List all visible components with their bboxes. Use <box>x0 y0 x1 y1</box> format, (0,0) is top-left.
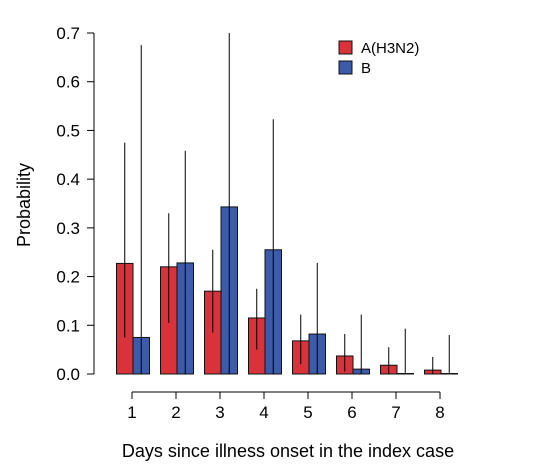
y-axis: 0.0 0.1 0.2 0.3 0.4 0.5 0.6 0.7 <box>56 24 95 384</box>
x-axis-title: Days since illness onset in the index ca… <box>122 441 454 461</box>
legend-swatch-a-h3n2 <box>338 40 353 55</box>
x-axis: 1 2 3 4 5 6 7 8 <box>127 391 445 422</box>
y-tick-label: 0.6 <box>56 73 80 92</box>
error-bars <box>124 33 450 374</box>
x-tick-label: 3 <box>215 403 224 422</box>
x-tick-label: 1 <box>127 403 136 422</box>
y-tick-label: 0.7 <box>56 24 80 43</box>
legend-label-a-h3n2: A(H3N2) <box>361 40 419 57</box>
y-tick-label: 0.2 <box>56 268 80 287</box>
y-tick-label: 0.5 <box>56 121 80 140</box>
y-tick-label: 0.4 <box>56 170 80 189</box>
y-tick-label: 0.3 <box>56 219 80 238</box>
y-tick-label: 0.1 <box>56 316 80 335</box>
x-tick-label: 6 <box>347 403 356 422</box>
y-tick-label: 0.0 <box>56 365 80 384</box>
y-axis-title: Probability <box>14 163 34 247</box>
x-tick-label: 7 <box>391 403 400 422</box>
x-tick-label: 4 <box>259 403 268 422</box>
bars <box>116 206 458 375</box>
x-tick-label: 8 <box>435 403 444 422</box>
legend: A(H3N2) B <box>338 40 419 77</box>
legend-label-b: B <box>361 60 371 77</box>
x-tick-label: 2 <box>171 403 180 422</box>
x-tick-label: 5 <box>303 403 312 422</box>
legend-swatch-b <box>338 60 353 75</box>
